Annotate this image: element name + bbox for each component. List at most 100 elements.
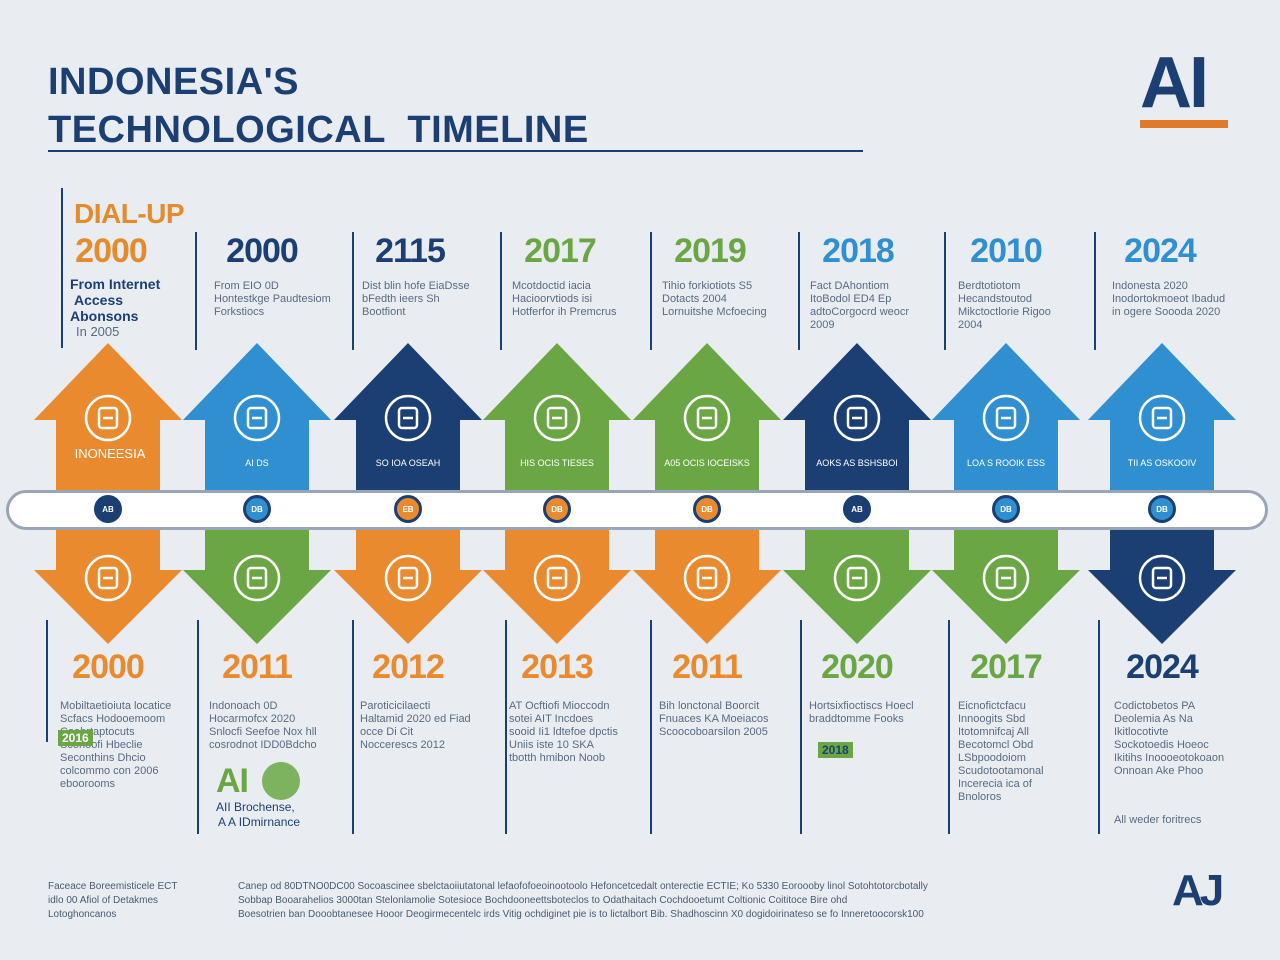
divider-line <box>197 620 199 834</box>
top-arrow <box>483 343 631 490</box>
bottom-note: Hortsixfioctiscs Hoecl braddtomme Fooks <box>809 700 914 725</box>
heading-line: Abonsons <box>70 308 139 324</box>
timeline-node: DB <box>992 495 1020 523</box>
top-arrow-label: AOKS AS BSHSBOI <box>816 458 898 468</box>
heading-line: From Internet <box>70 276 161 292</box>
divider-line <box>650 620 652 834</box>
top-year-label: 2010 <box>970 232 1043 270</box>
divider-line <box>650 232 652 350</box>
bottom-year-label: 2020 <box>821 648 894 686</box>
timeline-node: DB <box>243 495 271 523</box>
top-arrow-label: TII AS OSKOOIV <box>1128 458 1197 468</box>
timeline-node: AB <box>843 495 871 523</box>
top-note: Indonesta 2020 Inodortokmoeot Ibadud in … <box>1112 280 1226 318</box>
lightbulb-icon <box>683 394 731 442</box>
top-note: Fact DAhontiom ItoBodol ED4 Ep adtoCorgo… <box>810 280 910 331</box>
bottom-year-label: 2012 <box>372 648 445 686</box>
badge-2018: 2018 <box>818 742 853 758</box>
footer-left-line: idlo 00 Afiol of Detakmes <box>48 895 159 906</box>
top-year-label: 2018 <box>822 232 895 270</box>
ai-mark-circle <box>262 762 300 800</box>
top-year-label: 2024 <box>1124 232 1197 270</box>
divider-line <box>1098 620 1100 834</box>
globe-network-icon <box>833 394 881 442</box>
server-tower-icon <box>84 554 132 602</box>
divider-line <box>352 620 354 834</box>
user-badge-icon <box>1138 394 1186 442</box>
ai-mark: AI <box>216 762 249 800</box>
top-note: Berdtotiotom Hecandstoutod Mikctoctlorie… <box>958 280 1051 331</box>
top-arrow <box>183 343 331 490</box>
timeline-track <box>6 490 1268 530</box>
timeline-arrows: AI DS SO IOA OSEAH HIS OCIS TIESES A05 OCIS… <box>34 343 1236 644</box>
top-arrow <box>932 343 1080 490</box>
top-arrow-label: A05 OCIS IOCEISKS <box>664 458 750 468</box>
bottom-year-label: 2024 <box>1126 648 1199 686</box>
top-year-label: 2115 <box>375 232 446 270</box>
divider-line <box>944 232 946 350</box>
divider-line <box>1094 232 1096 350</box>
server-stack-icon <box>683 554 731 602</box>
ai-caption-line: A A IDmirnance <box>218 815 301 829</box>
top-first-year: 2000 <box>75 232 148 270</box>
ai-last-note: All weder foritrecs <box>1114 814 1202 826</box>
top-note: From EIO 0D Hontestkge Paudtesiom Forkst… <box>214 280 331 318</box>
wifi-ai-icon <box>233 394 281 442</box>
page-title: INDONESIA'S TECHNOLOGICAL TIMELINE <box>48 58 589 154</box>
top-arrow <box>34 343 182 490</box>
top-arrow <box>633 343 781 490</box>
title-line-2: TECHNOLOGICAL TIMELINE <box>48 109 589 151</box>
heading-line: Access <box>74 292 124 308</box>
footer-logo: AJ <box>1172 866 1224 916</box>
timeline-node: AB <box>94 495 122 523</box>
divider-line <box>800 620 802 834</box>
robot-icon <box>384 394 432 442</box>
dial-up-label: DIAL-UP <box>74 198 185 229</box>
top-note: Tihio forkiotiots S5 Dotacts 2004 Lornui… <box>662 280 767 318</box>
top-first-heading: From Internet Access Abonsons In 2005 <box>70 276 160 340</box>
smartphone-icon <box>233 554 281 602</box>
divider-line <box>195 232 197 350</box>
footer-middle-line: Boesotrien ban Dooobtanesee Hooor Deogir… <box>238 909 924 920</box>
top-arrow-label: SO IOA OSEAH <box>376 458 441 468</box>
bottom-note: Indonoach 0D Hocarmofcx 2020 Snlocfi See… <box>209 700 317 751</box>
bottom-year-label: 2013 <box>521 648 594 686</box>
timeline-node: DB <box>543 495 571 523</box>
antenna-icon <box>84 394 132 442</box>
top-note: Mcotdoctid iacia Hacioorvtiods isi Hotfe… <box>512 280 617 318</box>
bottom-note: Codictobetos PA Deolemia As Na Ikitlocot… <box>1114 700 1225 777</box>
bottom-year-label: 2000 <box>72 648 145 686</box>
footer-middle-line: Sobbap Booarahelios 3000tan Stelonlamoli… <box>238 895 848 906</box>
wifi-device-icon <box>833 554 881 602</box>
bottom-year-label: 2011 <box>672 648 743 686</box>
divider-line <box>798 232 800 350</box>
bottom-note: Bih lonctonal Boorcit Fnuaces KA Moeiaco… <box>659 700 769 738</box>
person-bulb-icon <box>982 394 1030 442</box>
bottom-note: AT Ocftiofi Mioccodn sotei AIT Incdoes s… <box>509 700 618 764</box>
footer-left: Faceace Boreemisticele ECT idlo 00 Afiol… <box>48 880 178 922</box>
timeline-node: DB <box>693 495 721 523</box>
robot-globe-icon <box>384 554 432 602</box>
top-arrow-label: HIS OCIS TIESES <box>520 458 594 468</box>
indonesia-label: INONEESIA <box>74 446 146 461</box>
divider-line <box>352 232 354 350</box>
divider-line <box>46 620 48 742</box>
badge-2016: 2016 <box>58 730 93 746</box>
top-note: Dist blin hofe EiaDsse bFedth ieers Sh B… <box>362 280 470 318</box>
title-rule <box>48 150 863 152</box>
title-line-1: INDONESIA'S <box>48 61 300 103</box>
top-year-label: 2017 <box>524 232 597 270</box>
top-arrow <box>1088 343 1236 490</box>
top-arrow <box>783 343 931 490</box>
top-arrow-label: LOA S ROOIK ESS <box>967 458 1045 468</box>
top-arrow <box>334 343 482 490</box>
brand-logo: AI <box>1140 47 1228 128</box>
ai-caption-line: AII Brochense, <box>216 800 295 814</box>
divider-line <box>505 620 507 834</box>
divider-line <box>500 232 502 350</box>
ai-caption: AII Brochense, A A IDmirnance <box>216 800 300 830</box>
top-year-label: 2019 <box>674 232 747 270</box>
heading-sub: In 2005 <box>76 324 120 339</box>
bottom-year-label: 2011 <box>222 648 293 686</box>
timeline-node: EB <box>394 495 422 523</box>
